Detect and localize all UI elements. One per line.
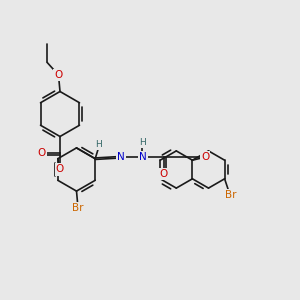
Text: O: O <box>54 70 63 80</box>
Text: Br: Br <box>225 190 236 200</box>
Text: O: O <box>201 152 209 162</box>
Text: O: O <box>160 169 168 179</box>
Text: Br: Br <box>72 202 84 213</box>
Text: N: N <box>139 152 146 162</box>
Text: O: O <box>38 148 46 158</box>
Text: H: H <box>139 138 146 147</box>
Text: H: H <box>95 140 102 149</box>
Text: O: O <box>56 164 64 175</box>
Text: N: N <box>117 152 125 162</box>
